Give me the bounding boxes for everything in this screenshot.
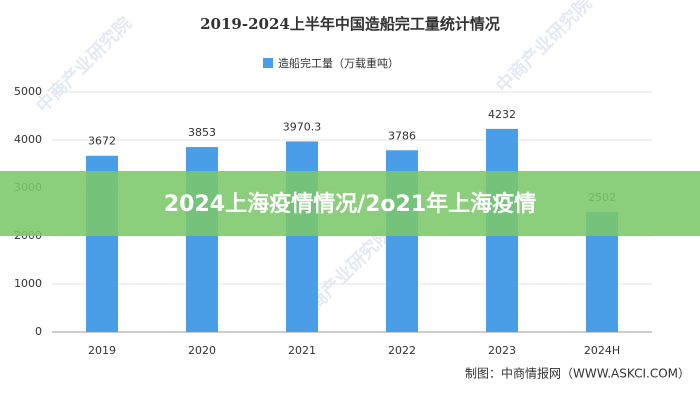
watermark: 中商产业研究院	[492, 0, 597, 97]
x-tick-label: 2023	[488, 344, 516, 357]
banner	[0, 171, 700, 236]
x-tick-label: 2022	[388, 344, 416, 357]
y-tick-label: 0	[35, 325, 42, 338]
data-label: 4232	[488, 108, 516, 121]
y-tick-label: 1000	[14, 277, 42, 290]
overlay: 2024上海疫情情况/2o21年上海疫情	[0, 171, 700, 236]
y-tick-label: 4000	[14, 133, 42, 146]
x-tick-label: 2021	[288, 344, 316, 357]
data-label: 3970.3	[283, 120, 322, 133]
banner-text: 2024上海疫情情况/2o21年上海疫情	[164, 191, 536, 217]
x-tick-label: 2024H	[584, 344, 620, 357]
x-tick-label: 2019	[88, 344, 116, 357]
source: 制图：中商情报网（WWW.ASKCI.COM）	[465, 366, 690, 381]
data-label: 3853	[188, 126, 216, 139]
y-tick-label: 5000	[14, 85, 42, 98]
data-label: 3786	[388, 129, 416, 142]
bar	[286, 141, 318, 332]
legend-swatch	[263, 58, 273, 68]
legend-label: 造船完工量（万载重吨）	[278, 56, 399, 70]
data-label: 3672	[88, 135, 116, 148]
x-tick-label: 2020	[188, 344, 216, 357]
watermark: 中商产业研究院	[32, 12, 137, 117]
chart-title: 2019-2024上半年中国造船完工量统计情况	[200, 15, 500, 33]
